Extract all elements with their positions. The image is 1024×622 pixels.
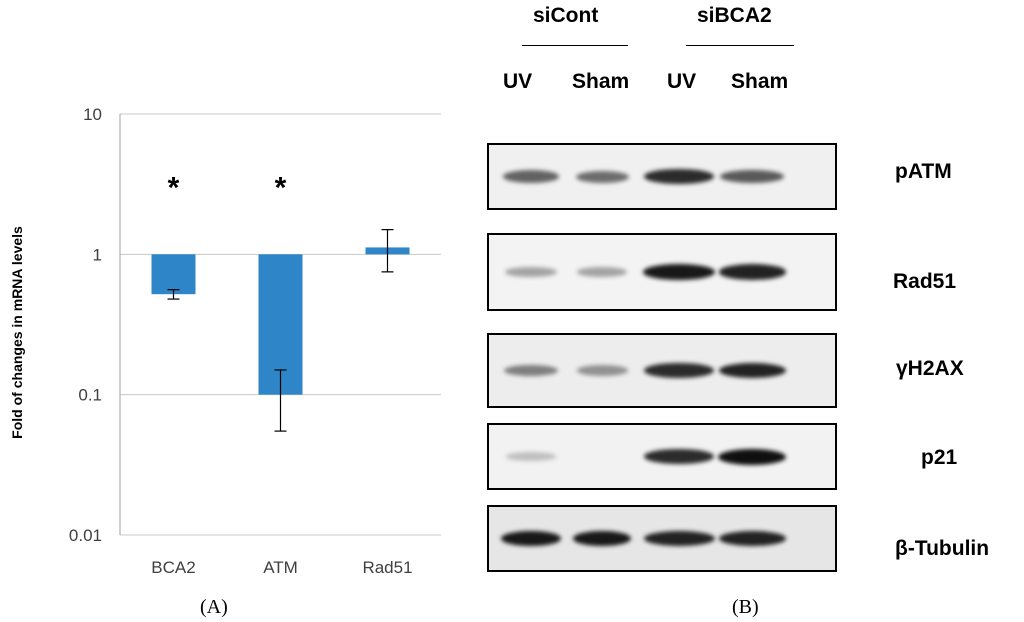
blot-label-gh2ax: γH2AX xyxy=(896,357,964,380)
blot-strip-rad51 xyxy=(487,233,837,311)
x-tick-label: BCA2 xyxy=(151,558,195,577)
blot-band xyxy=(504,364,558,377)
lane-label-1: UV xyxy=(503,70,533,93)
blot-band xyxy=(576,365,628,376)
blot-strip-tubulin xyxy=(487,505,837,572)
blot-band xyxy=(643,264,715,280)
blot-band xyxy=(643,363,715,378)
blot-strip-gh2ax xyxy=(487,333,837,408)
lane-label-2: Sham xyxy=(572,70,630,93)
blot-band xyxy=(643,449,715,464)
blot-band xyxy=(501,530,561,547)
blot-band xyxy=(643,530,715,547)
panel-a-label: (A) xyxy=(200,596,228,618)
blot-band xyxy=(718,530,786,547)
x-tick-label: ATM xyxy=(263,558,298,577)
y-axis-label: Fold of changes in mRNA levels xyxy=(9,226,25,439)
blot-label-rad51: Rad51 xyxy=(893,270,957,293)
x-tick-label: Rad51 xyxy=(362,558,412,577)
blot-label-p21: p21 xyxy=(921,446,958,469)
y-tick-label: 1 xyxy=(93,245,102,264)
group-underline-sibca2 xyxy=(686,45,794,46)
blot-band xyxy=(505,267,557,277)
blot-band xyxy=(718,362,786,379)
blot-band xyxy=(643,169,715,184)
blot-band xyxy=(573,530,631,547)
blot-band xyxy=(505,452,557,461)
blot-band xyxy=(718,448,786,465)
blot-band xyxy=(503,170,559,183)
blot-strip-p21 xyxy=(487,423,837,490)
blot-band xyxy=(575,170,629,183)
blot-label-tubulin: β-Tubulin xyxy=(895,537,990,560)
significance-asterisk: * xyxy=(168,171,180,204)
lane-label-3: UV xyxy=(667,70,697,93)
group-label-sicont: siCont xyxy=(533,4,599,27)
bar-bca2 xyxy=(151,254,196,295)
y-tick-label: 0.01 xyxy=(69,526,102,545)
y-tick-label: 0.1 xyxy=(78,386,102,405)
blot-band xyxy=(718,264,786,280)
panel-b-label: (B) xyxy=(732,596,759,618)
blot-strip-patm xyxy=(487,143,837,210)
blot-band xyxy=(577,267,627,277)
group-label-sibca2: siBCA2 xyxy=(697,4,772,27)
lane-label-4: Sham xyxy=(731,70,789,93)
y-tick-label: 10 xyxy=(83,105,102,124)
blot-band xyxy=(720,170,784,183)
blot-label-patm: pATM xyxy=(895,160,952,183)
significance-asterisk: * xyxy=(275,171,287,204)
group-underline-sicont xyxy=(522,45,628,46)
